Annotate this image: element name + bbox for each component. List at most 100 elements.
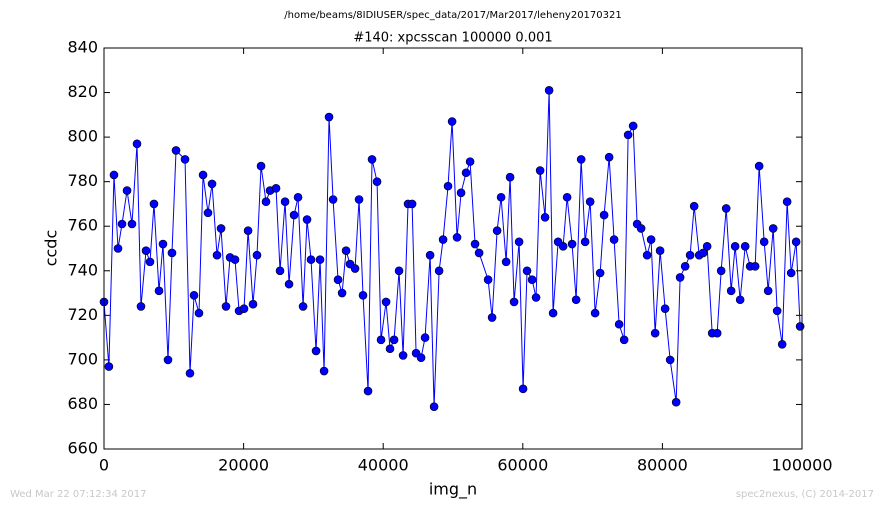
data-point	[754, 161, 764, 171]
x-tick-label: 20000	[218, 456, 269, 475]
data-point	[735, 295, 745, 305]
data-point	[721, 204, 731, 213]
data-point	[416, 353, 426, 362]
data-point	[280, 197, 290, 207]
data-point	[149, 199, 159, 209]
data-point	[425, 250, 435, 260]
data-point	[558, 241, 568, 251]
data-point	[772, 306, 782, 316]
data-point	[580, 237, 590, 247]
data-point	[113, 244, 123, 253]
y-tick-label: 820	[67, 82, 98, 101]
y-tick-label: 700	[67, 349, 98, 368]
data-point	[716, 266, 726, 276]
y-tick-label: 680	[67, 394, 98, 413]
y-tick-label: 760	[67, 216, 98, 235]
data-point	[429, 402, 439, 411]
y-tick-label: 780	[67, 171, 98, 190]
data-point	[127, 219, 137, 229]
x-tick-label: 0	[99, 456, 109, 475]
data-point	[650, 328, 660, 338]
data-point	[698, 248, 708, 258]
data-point	[470, 239, 480, 249]
data-point	[750, 262, 760, 271]
data-point	[609, 235, 619, 244]
data-point	[372, 177, 382, 186]
chart-title: /home/beams/8IDIUSER/spec_data/2017/Mar2…	[284, 10, 621, 21]
data-point	[298, 302, 308, 311]
data-point	[376, 335, 386, 345]
data-point	[496, 192, 506, 202]
data-point	[311, 346, 321, 356]
y-tick-label: 840	[67, 38, 98, 57]
data-point	[324, 112, 334, 122]
data-point	[518, 384, 528, 394]
data-point	[680, 262, 690, 271]
data-point	[394, 266, 404, 276]
x-axis-label: img_n	[429, 480, 477, 500]
data-point	[216, 224, 226, 233]
data-point	[726, 286, 736, 296]
y-tick-label: 660	[67, 439, 98, 458]
data-point	[567, 239, 577, 249]
data-point	[239, 304, 249, 313]
data-point	[646, 235, 656, 244]
data-point	[358, 290, 368, 300]
data-point	[665, 355, 675, 365]
data-point	[180, 155, 190, 164]
data-point	[302, 215, 312, 224]
data-point	[171, 146, 181, 155]
x-tick-label: 40000	[358, 456, 409, 475]
data-point	[576, 155, 586, 164]
data-point	[636, 224, 646, 233]
x-tick-label: 80000	[637, 456, 688, 475]
data-point	[614, 319, 624, 329]
data-point	[252, 250, 262, 260]
data-point	[595, 268, 605, 278]
data-point	[623, 130, 633, 140]
data-point	[501, 257, 511, 267]
data-point	[599, 210, 609, 220]
data-point	[604, 152, 614, 162]
data-point	[117, 219, 127, 229]
data-point	[141, 246, 151, 256]
data-point	[628, 121, 638, 131]
data-point	[243, 226, 253, 235]
data-point	[284, 279, 294, 289]
plot-area	[104, 48, 802, 449]
data-point	[712, 328, 722, 338]
data-point	[350, 264, 360, 273]
data-point	[590, 308, 600, 318]
y-tick-label: 740	[67, 260, 98, 279]
data-point	[420, 333, 430, 342]
data-point	[465, 157, 475, 166]
data-point	[527, 275, 537, 284]
data-point	[136, 302, 146, 311]
data-point	[389, 335, 399, 345]
data-point	[487, 313, 497, 322]
data-point	[315, 255, 325, 264]
data-point	[791, 237, 801, 247]
data-point	[671, 397, 681, 407]
data-point	[763, 286, 773, 296]
data-point	[104, 362, 114, 371]
data-point	[154, 286, 164, 296]
data-point	[492, 226, 502, 235]
y-tick-label: 800	[67, 127, 98, 146]
data-point	[782, 197, 792, 207]
data-point	[685, 250, 695, 260]
data-point	[341, 246, 351, 256]
data-point	[185, 368, 195, 378]
data-point	[109, 170, 119, 180]
data-point	[163, 355, 173, 365]
data-point	[319, 366, 329, 376]
data-point	[289, 210, 299, 220]
data-point	[212, 250, 222, 260]
data-point	[194, 308, 204, 318]
data-point	[354, 195, 364, 204]
data-point	[407, 199, 417, 209]
data-point	[158, 239, 168, 249]
data-point	[132, 139, 142, 149]
data-point	[337, 288, 347, 298]
